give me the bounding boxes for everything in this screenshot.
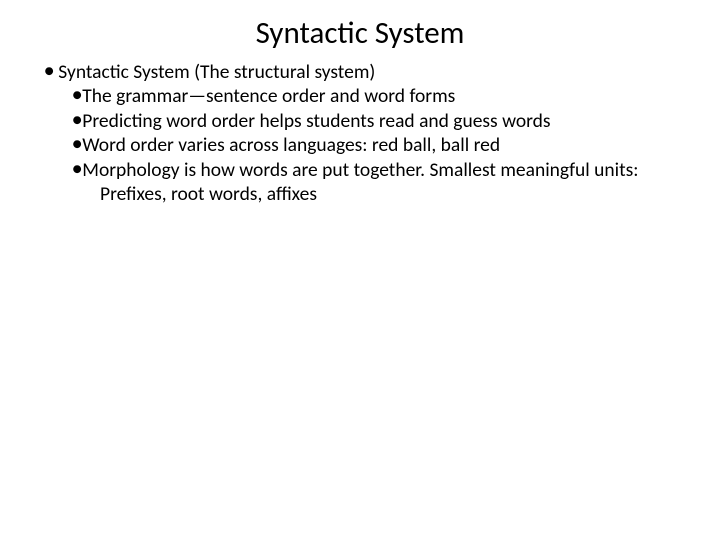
- slide-title: Syntactic System: [0, 14, 720, 52]
- bullet-text: Predicting word order helps students rea…: [82, 109, 676, 133]
- bullet-text: Word order varies across languages: red …: [82, 133, 676, 157]
- bullet-level-2: ● Morphology is how words are put togeth…: [72, 158, 676, 182]
- bullet-level-1: ● Syntactic System (The structural syste…: [44, 60, 676, 84]
- bullet-icon: ●: [44, 60, 58, 84]
- bullet-icon: ●: [72, 158, 82, 182]
- level-2-group: ● The grammar—sentence order and word fo…: [44, 84, 676, 206]
- bullet-level-2: ● The grammar—sentence order and word fo…: [72, 84, 676, 108]
- bullet-text: Syntactic System (The structural system): [58, 60, 676, 84]
- bullet-icon: ●: [72, 109, 82, 133]
- slide: Syntactic System ● Syntactic System (The…: [0, 0, 720, 540]
- bullet-level-2: ● Predicting word order helps students r…: [72, 109, 676, 133]
- bullet-icon: ●: [72, 84, 82, 108]
- bullet-level-3: Prefixes, root words, affixes: [100, 182, 676, 206]
- slide-body: ● Syntactic System (The structural syste…: [0, 60, 720, 206]
- bullet-text: Morphology is how words are put together…: [82, 158, 676, 182]
- bullet-text: The grammar—sentence order and word form…: [82, 84, 676, 108]
- bullet-icon: ●: [72, 133, 82, 157]
- bullet-text: Prefixes, root words, affixes: [100, 182, 317, 206]
- level-3-group: Prefixes, root words, affixes: [72, 182, 676, 206]
- bullet-level-2: ● Word order varies across languages: re…: [72, 133, 676, 157]
